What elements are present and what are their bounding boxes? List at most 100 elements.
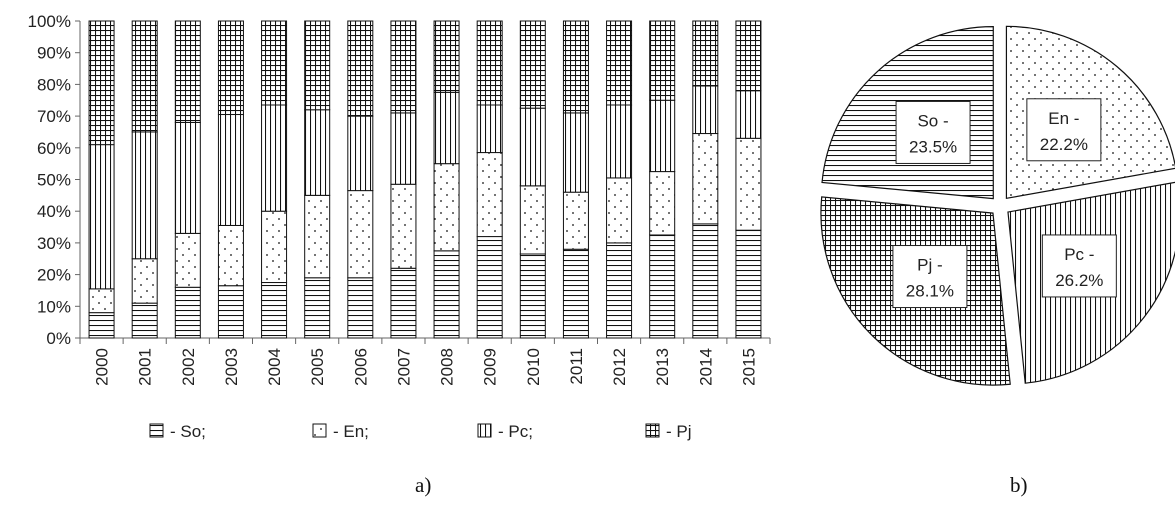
bar-segment-pj-2004 (261, 20, 288, 106)
x-tick-label: 2000 (93, 348, 112, 386)
legend-swatch-so (149, 423, 164, 438)
bar-segment-en-2004 (261, 210, 288, 284)
x-tick-label: 2006 (351, 348, 370, 386)
bar-segment-en-2012 (606, 177, 633, 244)
pie-label-value-pj: 28.1% (906, 282, 954, 301)
y-tick-label: 80% (37, 75, 71, 94)
bar-segment-pj-2012 (606, 20, 633, 106)
y-tick-label: 100% (28, 12, 71, 31)
bar-segment-pj-2006 (347, 20, 374, 117)
bar-segment-pc-2007 (390, 112, 417, 185)
x-tick-label: 2008 (438, 348, 457, 386)
bar-segment-pj-2001 (131, 20, 158, 133)
stacked-bar-chart: 0% 10% 20% 30% 40% 50% 60% 70% 80% 90% 100% 2000 200… (28, 12, 771, 441)
bar-segment-en-2015 (735, 137, 762, 231)
bar-segment-so-2010 (519, 253, 546, 339)
y-tick-label: 50% (37, 171, 71, 190)
bar-segment-pc-2006 (347, 115, 374, 192)
bar-segment-pc-2000 (88, 144, 115, 290)
bar-segment-pj-2009 (476, 20, 503, 106)
bar-segment-pj-2005 (304, 20, 331, 111)
pie-label-box-en (1026, 98, 1102, 162)
x-tick-label: 2015 (739, 348, 758, 386)
x-tick-label: 2011 (567, 348, 586, 385)
caption-b: b) (1010, 473, 1028, 497)
bar-segment-so-2005 (304, 277, 331, 339)
bar-segment-pc-2001 (131, 131, 158, 260)
x-tick-label: 2014 (696, 348, 715, 386)
legend-label-pj: - Pj (666, 422, 692, 441)
bar-segment-so-2011 (562, 248, 589, 339)
pie-label-name-pc: Pc - (1064, 245, 1094, 264)
legend-swatch-pc (477, 423, 492, 438)
bar-segment-en-2008 (433, 163, 460, 252)
pie-label-value-en: 22.2% (1040, 135, 1088, 154)
x-tick-label: 2007 (394, 348, 413, 386)
x-tick-label: 2003 (222, 348, 241, 386)
pie-label-value-pc: 26.2% (1055, 271, 1103, 290)
bar-segment-so-2000 (88, 312, 115, 339)
pie-label-box-so (895, 100, 971, 164)
bar-segment-pj-2010 (519, 20, 546, 109)
pie-chart: En - 22.2% Pc - 26.2% Pj - 28.1% So - 23.5% (820, 25, 1175, 386)
bar-segment-pc-2010 (519, 107, 546, 187)
bar-segment-pc-2008 (433, 91, 460, 165)
x-tick-label: 2004 (265, 348, 284, 386)
bar-segment-en-2009 (476, 152, 503, 238)
bar-segment-en-2014 (692, 133, 719, 225)
bar-segment-so-2003 (217, 285, 244, 339)
y-tick-label: 70% (37, 107, 71, 126)
y-tick-label: 30% (37, 234, 71, 253)
bar-segment-en-2001 (131, 258, 158, 304)
bar-segment-pj-2007 (390, 20, 417, 114)
bar-segment-pc-2013 (649, 99, 676, 173)
bar-segment-en-2003 (217, 224, 244, 287)
legend-swatch-pj (645, 423, 660, 438)
bar-segment-pj-2000 (88, 20, 115, 146)
bar-segment-pj-2002 (174, 20, 201, 123)
x-tick-label: 2005 (308, 348, 327, 386)
bar-segment-en-2011 (562, 191, 589, 250)
x-tick-label: 2010 (524, 348, 543, 386)
bar-segment-pc-2012 (606, 104, 633, 179)
y-tick-label: 40% (37, 202, 71, 221)
bar-segment-so-2002 (174, 286, 201, 339)
legend-label-en: - En; (333, 422, 369, 441)
x-tick-label: 2013 (653, 348, 672, 386)
bar-segment-en-2013 (649, 171, 676, 236)
legend-label-so: - So; (170, 422, 206, 441)
y-tick-label: 20% (37, 266, 71, 285)
bar-segment-pj-2011 (562, 20, 589, 114)
bar-segment-so-2006 (347, 277, 374, 339)
bar-segment-so-2015 (735, 229, 762, 339)
pie-label-name-so: So - (917, 111, 948, 130)
y-tick-label: 90% (37, 44, 71, 63)
bar-segment-pc-2014 (692, 85, 719, 135)
bar-segment-so-2004 (261, 282, 288, 339)
bar-segment-so-2001 (131, 302, 158, 339)
y-tick-label: 60% (37, 139, 71, 158)
pie-label-name-pj: Pj - (917, 256, 943, 275)
pie-label-name-en: En - (1048, 109, 1079, 128)
bar-segment-pc-2011 (562, 112, 589, 193)
bar-segment-pc-2005 (304, 109, 331, 196)
x-tick-label: 2002 (179, 348, 198, 386)
legend-label-pc: - Pc; (498, 422, 533, 441)
y-tick-label: 10% (37, 297, 71, 316)
bar-segment-so-2007 (390, 267, 417, 339)
pie-label-value-so: 23.5% (909, 137, 957, 156)
x-tick-label: 2012 (610, 348, 629, 386)
bar-segment-so-2013 (649, 234, 676, 339)
bar-segment-en-2005 (304, 194, 331, 279)
pie-label-box-pj (892, 245, 968, 309)
bar-segment-so-2012 (606, 242, 633, 339)
bar-segment-en-2010 (519, 185, 546, 255)
bar-segment-pj-2015 (735, 20, 762, 92)
bar-segment-en-2007 (390, 183, 417, 269)
bar-segment-pj-2014 (692, 20, 719, 87)
bar-segment-so-2014 (692, 223, 719, 339)
bar-segment-pc-2002 (174, 121, 201, 234)
bar-segment-pc-2015 (735, 90, 762, 139)
